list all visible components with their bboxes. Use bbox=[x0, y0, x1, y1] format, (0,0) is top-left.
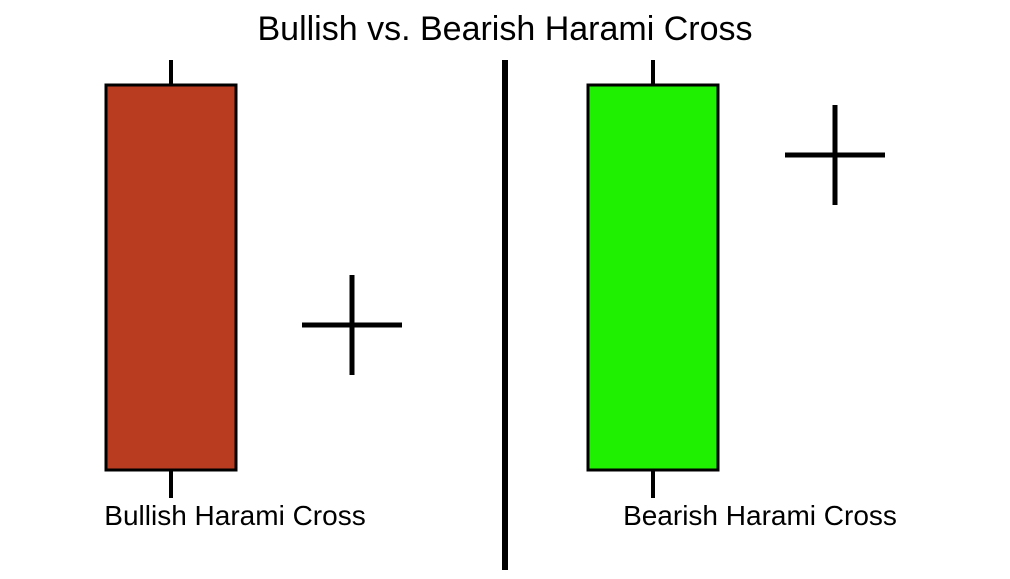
bearish-label: Bearish Harami Cross bbox=[623, 500, 897, 531]
bearish-candle-body bbox=[588, 85, 718, 470]
bullish-candle-body bbox=[106, 85, 236, 470]
diagram-title: Bullish vs. Bearish Harami Cross bbox=[257, 10, 752, 48]
harami-cross-diagram: Bullish vs. Bearish Harami Cross Bullish… bbox=[0, 0, 1010, 579]
bullish-label: Bullish Harami Cross bbox=[104, 500, 365, 531]
